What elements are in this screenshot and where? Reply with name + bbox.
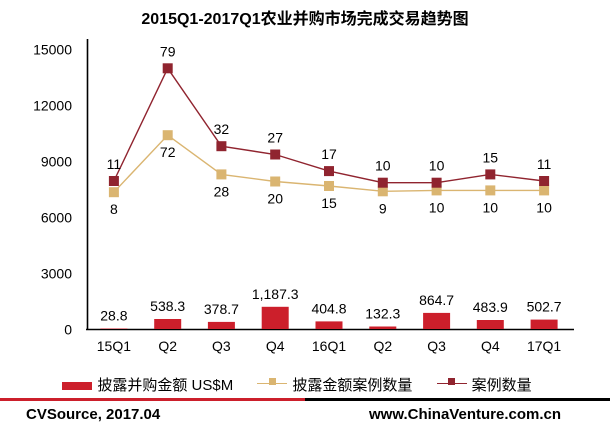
svg-text:27: 27: [267, 130, 283, 146]
svg-text:12000: 12000: [33, 98, 72, 114]
svg-text:Q3: Q3: [427, 338, 446, 354]
svg-text:Q2: Q2: [373, 338, 392, 354]
svg-text:132.3: 132.3: [365, 306, 400, 322]
svg-text:8: 8: [110, 201, 118, 217]
svg-text:6000: 6000: [41, 210, 72, 226]
svg-text:0: 0: [64, 322, 72, 338]
svg-text:Q2: Q2: [158, 338, 177, 354]
svg-text:15: 15: [321, 195, 337, 211]
svg-text:15000: 15000: [33, 42, 72, 58]
svg-text:10: 10: [429, 199, 445, 215]
svg-text:10: 10: [375, 158, 391, 174]
svg-text:17Q1: 17Q1: [527, 338, 561, 354]
svg-text:9000: 9000: [41, 154, 72, 170]
svg-text:10: 10: [536, 199, 552, 215]
svg-text:28.8: 28.8: [100, 308, 127, 324]
svg-text:15: 15: [483, 149, 499, 165]
svg-text:538.3: 538.3: [150, 298, 185, 314]
svg-text:16Q1: 16Q1: [312, 338, 346, 354]
svg-text:9: 9: [379, 200, 387, 216]
svg-text:Q4: Q4: [266, 338, 285, 354]
svg-text:79: 79: [160, 43, 176, 59]
svg-text:3000: 3000: [41, 266, 72, 282]
svg-text:502.7: 502.7: [527, 299, 562, 315]
svg-text:10: 10: [429, 158, 445, 174]
svg-text:404.8: 404.8: [311, 300, 346, 316]
svg-text:1,187.3: 1,187.3: [252, 286, 299, 302]
svg-text:864.7: 864.7: [419, 292, 454, 308]
svg-text:378.7: 378.7: [204, 301, 239, 317]
svg-text:11: 11: [537, 156, 552, 172]
svg-text:32: 32: [214, 121, 230, 137]
svg-text:72: 72: [160, 144, 176, 160]
svg-text:17: 17: [321, 146, 337, 162]
svg-text:11: 11: [107, 156, 122, 172]
svg-text:10: 10: [483, 199, 499, 215]
svg-text:15Q1: 15Q1: [97, 338, 131, 354]
svg-text:483.9: 483.9: [473, 299, 508, 315]
svg-text:20: 20: [267, 191, 283, 207]
svg-text:Q4: Q4: [481, 338, 500, 354]
svg-text:Q3: Q3: [212, 338, 231, 354]
svg-text:28: 28: [214, 183, 230, 199]
